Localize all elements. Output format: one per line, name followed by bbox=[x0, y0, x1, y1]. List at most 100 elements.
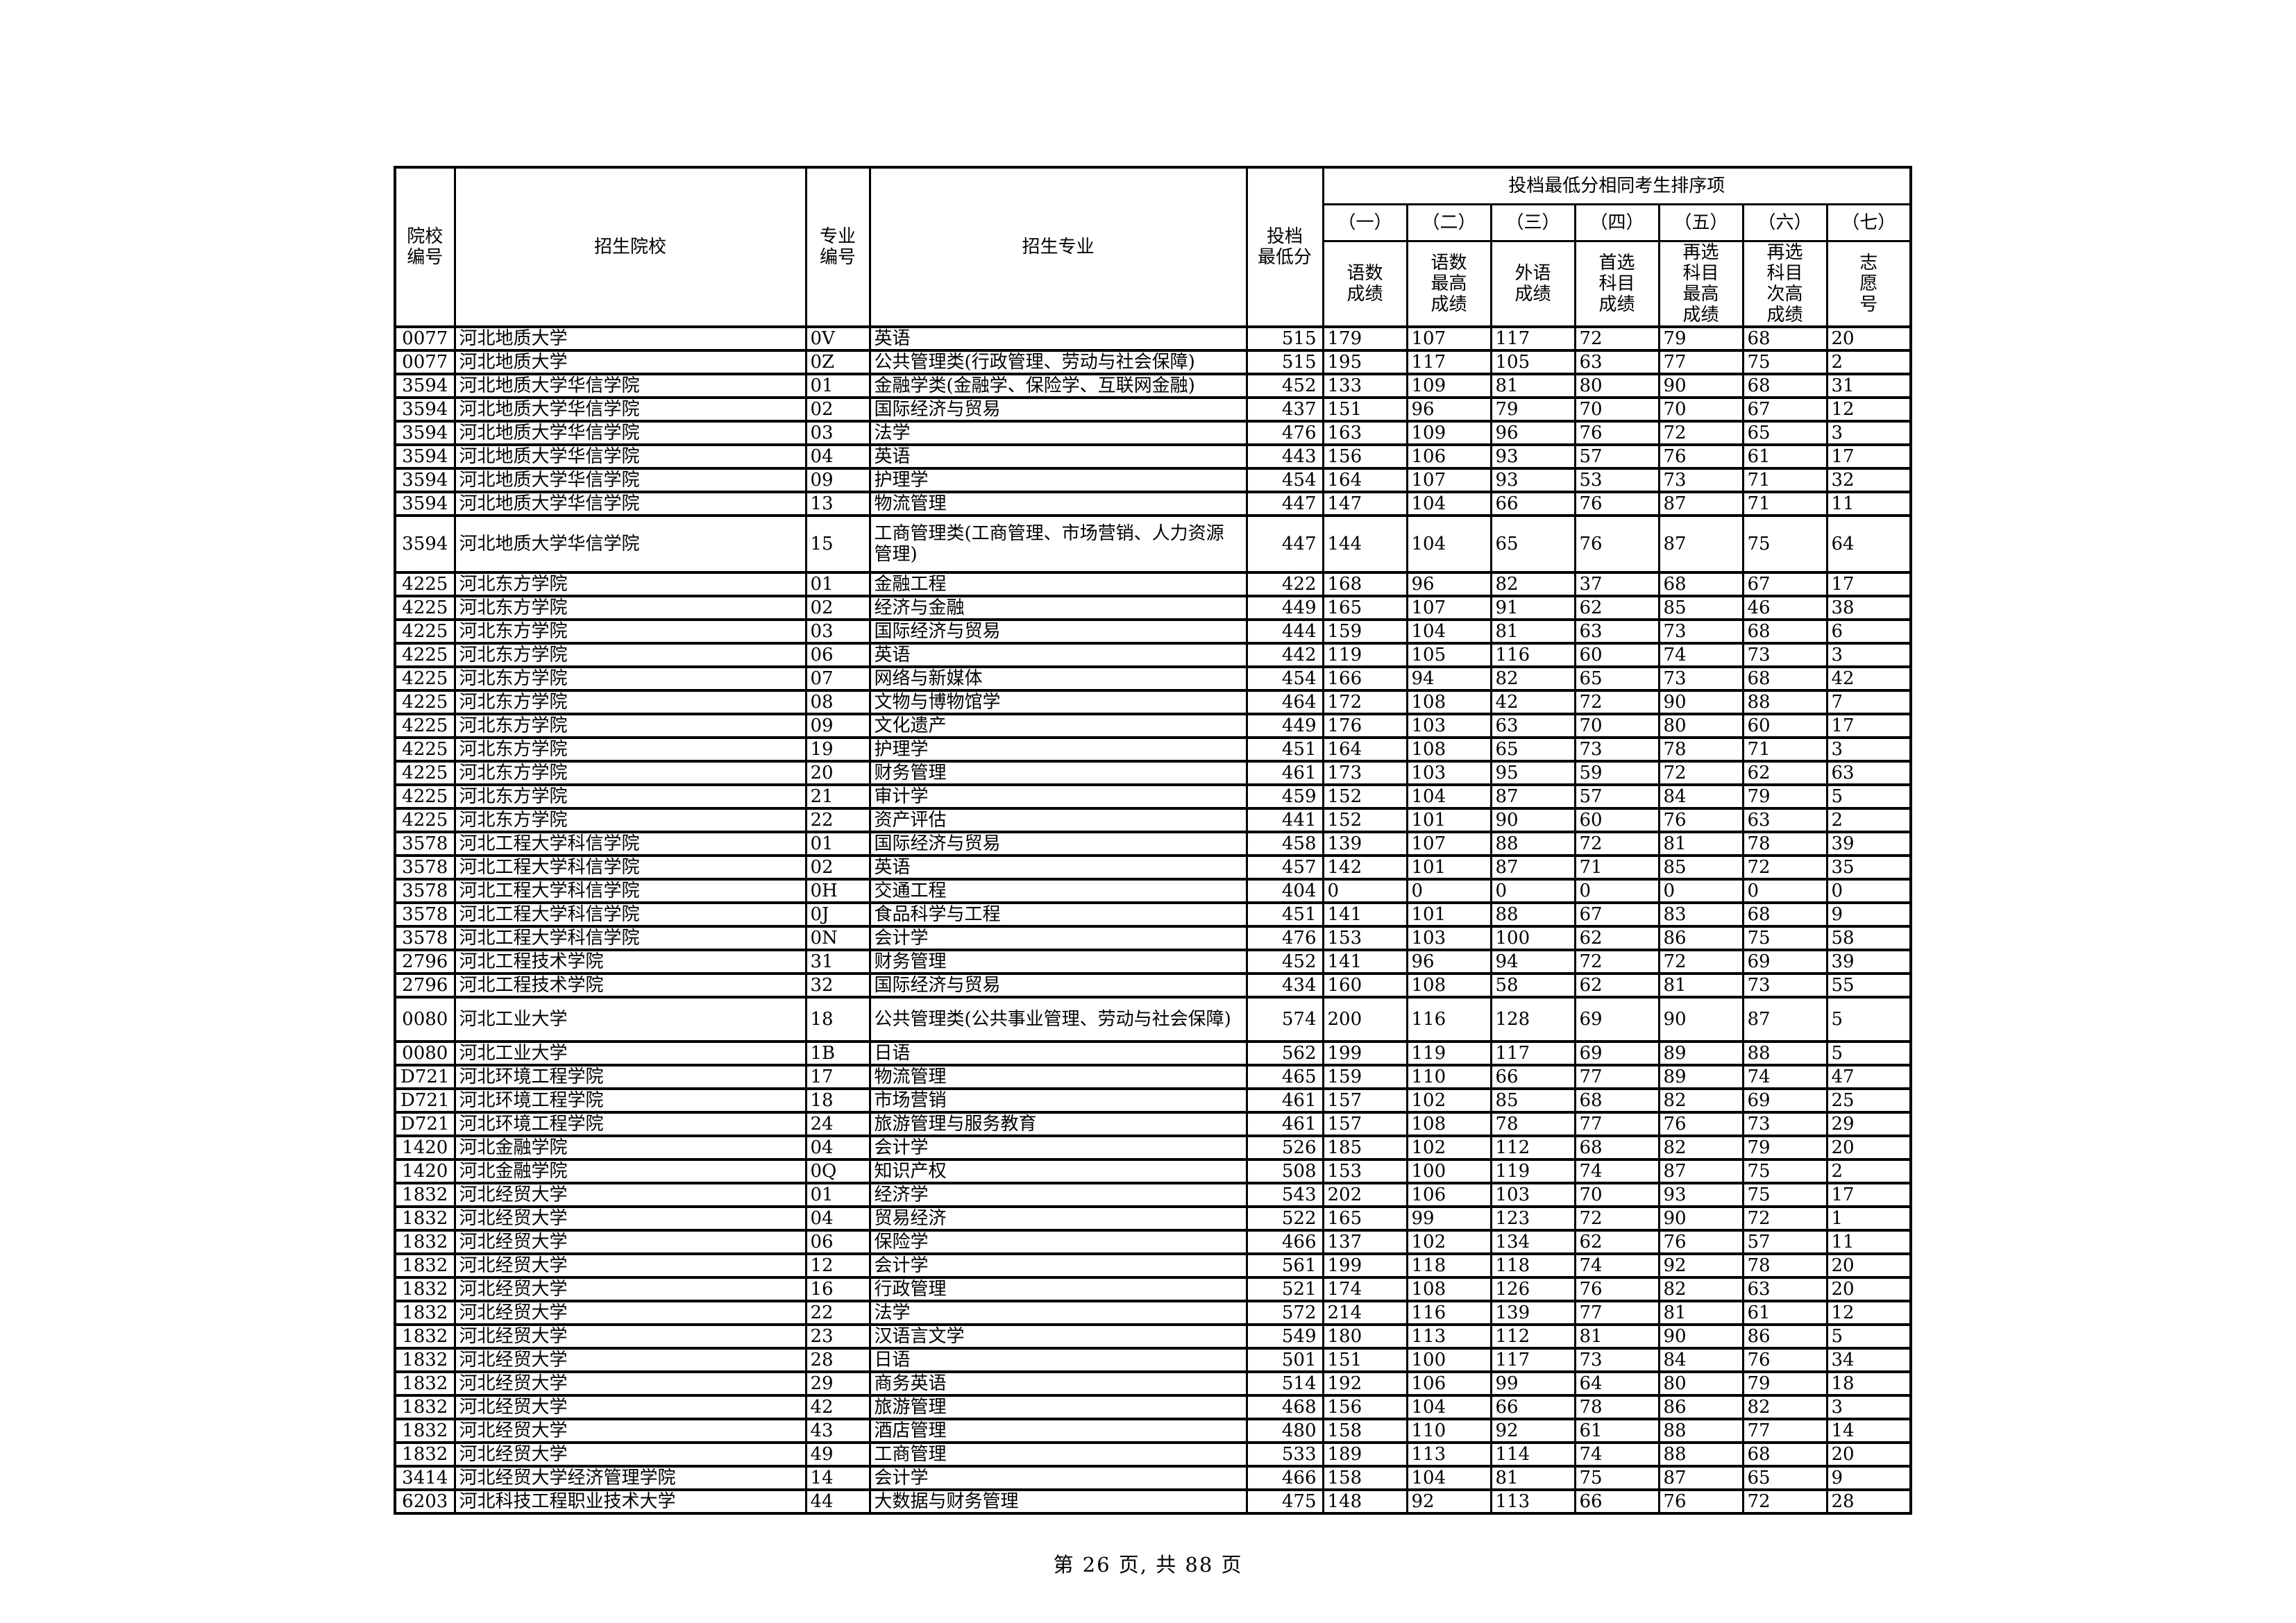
cell-college-name: 河北工程技术学院 bbox=[453, 949, 807, 975]
cell-major-name: 资产评估 bbox=[868, 807, 1248, 833]
cell-sort-5: 87 bbox=[1657, 1465, 1744, 1491]
cell-major-name: 知识产权 bbox=[868, 1158, 1248, 1184]
table-row: 4225 河北东方学院 08 文物与博物馆学 464 172 108 42 72 90 88 7 bbox=[394, 689, 1912, 715]
table-row: 0080 河北工业大学 1B 日语 562 199 119 117 69 89 88 5 bbox=[394, 1040, 1912, 1067]
cell-college-name: 河北地质大学华信学院 bbox=[453, 443, 807, 470]
cell-major-name: 金融工程 bbox=[868, 571, 1248, 597]
cell-sort-2: 94 bbox=[1406, 665, 1492, 692]
cell-college-code: 3594 bbox=[394, 373, 456, 399]
header-row-group: 院校 编号 招生院校 专业 编号 招生专业 投档 最低分 投档最低分相同考生排序… bbox=[394, 166, 1912, 328]
cell-sort-5: 86 bbox=[1657, 925, 1744, 951]
cell-sort-5: 0 bbox=[1657, 878, 1744, 904]
table-row: 3578 河北工程大学科信学院 0N 会计学 476 153 103 100 62 86 75 58 bbox=[394, 925, 1912, 951]
cell-sort-3: 112 bbox=[1489, 1135, 1576, 1161]
table-header: 院校 编号 招生院校 专业 编号 招生专业 投档 最低分 投档最低分相同考生排序… bbox=[394, 166, 1912, 328]
cell-sort-4: 59 bbox=[1573, 760, 1660, 786]
cell-college-name: 河北东方学院 bbox=[453, 736, 807, 763]
cell-sort-2: 100 bbox=[1406, 1347, 1492, 1373]
table-row: 1832 河北经贸大学 43 酒店管理 480 158 110 92 61 88 77 14 bbox=[394, 1418, 1912, 1444]
cell-sort-4: 64 bbox=[1573, 1370, 1660, 1397]
cell-sort-3: 87 bbox=[1489, 783, 1576, 810]
cell-college-code: 3578 bbox=[394, 925, 456, 951]
cell-sort-3: 79 bbox=[1489, 396, 1576, 423]
cell-sort-7: 17 bbox=[1825, 571, 1912, 597]
cell-sort-7: 29 bbox=[1825, 1111, 1912, 1137]
cell-min-score: 461 bbox=[1245, 760, 1324, 786]
cell-sort-6: 75 bbox=[1741, 514, 1828, 574]
cell-sort-7: 31 bbox=[1825, 373, 1912, 399]
cell-college-code: 1832 bbox=[394, 1276, 456, 1302]
cell-sort-5: 90 bbox=[1657, 373, 1744, 399]
cell-sort-3: 134 bbox=[1489, 1229, 1576, 1255]
cell-sort-6: 69 bbox=[1741, 1087, 1828, 1114]
cell-sort-3: 100 bbox=[1489, 925, 1576, 951]
cell-sort-1: 165 bbox=[1322, 1205, 1408, 1232]
cell-sort-2: 118 bbox=[1406, 1252, 1492, 1279]
cell-major-name: 英语 bbox=[868, 642, 1248, 668]
cell-sort-1: 148 bbox=[1322, 1488, 1408, 1515]
header-sort-num-6: （六） bbox=[1741, 203, 1828, 242]
cell-sort-3: 58 bbox=[1489, 972, 1576, 999]
cell-sort-1: 174 bbox=[1322, 1276, 1408, 1302]
cell-sort-4: 73 bbox=[1573, 1347, 1660, 1373]
cell-sort-7: 11 bbox=[1825, 1229, 1912, 1255]
cell-sort-2: 103 bbox=[1406, 760, 1492, 786]
cell-college-name: 河北地质大学华信学院 bbox=[453, 396, 807, 423]
cell-min-score: 475 bbox=[1245, 1488, 1324, 1515]
cell-sort-1: 133 bbox=[1322, 373, 1408, 399]
cell-sort-6: 75 bbox=[1741, 925, 1828, 951]
cell-college-name: 河北地质大学华信学院 bbox=[453, 373, 807, 399]
cell-sort-1: 214 bbox=[1322, 1300, 1408, 1326]
cell-major-name: 旅游管理 bbox=[868, 1394, 1248, 1420]
cell-sort-5: 72 bbox=[1657, 949, 1744, 975]
cell-sort-2: 116 bbox=[1406, 1300, 1492, 1326]
cell-major-code: 07 bbox=[804, 665, 871, 692]
cell-major-code: 0H bbox=[804, 878, 871, 904]
table-row: 4225 河北东方学院 22 资产评估 441 152 101 90 60 76 63 2 bbox=[394, 807, 1912, 833]
cell-sort-5: 87 bbox=[1657, 491, 1744, 517]
cell-sort-6: 68 bbox=[1741, 1441, 1828, 1468]
table-row: 3594 河北地质大学华信学院 15 工商管理类(工商管理、市场营销、人力资源管理) 4… bbox=[394, 514, 1912, 574]
cell-major-code: 01 bbox=[804, 1182, 871, 1208]
table-row: D721 河北环境工程学院 24 旅游管理与服务教育 461 157 108 78 77 76 73… bbox=[394, 1111, 1912, 1137]
cell-min-score: 533 bbox=[1245, 1441, 1324, 1468]
cell-major-code: 43 bbox=[804, 1418, 871, 1444]
cell-sort-5: 76 bbox=[1657, 443, 1744, 470]
cell-major-name: 英语 bbox=[868, 443, 1248, 470]
cell-sort-1: 163 bbox=[1322, 420, 1408, 446]
cell-sort-2: 100 bbox=[1406, 1158, 1492, 1184]
table-row: 3578 河北工程大学科信学院 0J 食品科学与工程 451 141 101 88 67 83 68… bbox=[394, 901, 1912, 928]
cell-sort-4: 78 bbox=[1573, 1394, 1660, 1420]
cell-sort-1: 176 bbox=[1322, 713, 1408, 739]
cell-sort-5: 83 bbox=[1657, 901, 1744, 928]
cell-major-name: 审计学 bbox=[868, 783, 1248, 810]
cell-college-name: 河北金融学院 bbox=[453, 1158, 807, 1184]
cell-sort-3: 96 bbox=[1489, 420, 1576, 446]
cell-sort-1: 164 bbox=[1322, 467, 1408, 493]
header-sort-label-3: 外语 成绩 bbox=[1489, 240, 1576, 328]
cell-sort-1: 156 bbox=[1322, 443, 1408, 470]
cell-min-score: 543 bbox=[1245, 1182, 1324, 1208]
cell-sort-4: 80 bbox=[1573, 373, 1660, 399]
cell-sort-7: 39 bbox=[1825, 949, 1912, 975]
cell-sort-1: 144 bbox=[1322, 514, 1408, 574]
cell-min-score: 434 bbox=[1245, 972, 1324, 999]
cell-sort-1: 159 bbox=[1322, 1064, 1408, 1090]
table-row: 2796 河北工程技术学院 31 财务管理 452 141 96 94 72 72 69 39 bbox=[394, 949, 1912, 975]
cell-major-name: 酒店管理 bbox=[868, 1418, 1248, 1444]
cell-sort-4: 62 bbox=[1573, 972, 1660, 999]
cell-sort-3: 85 bbox=[1489, 1087, 1576, 1114]
cell-min-score: 461 bbox=[1245, 1111, 1324, 1137]
cell-sort-6: 82 bbox=[1741, 1394, 1828, 1420]
cell-sort-2: 108 bbox=[1406, 1276, 1492, 1302]
cell-college-name: 河北经贸大学 bbox=[453, 1418, 807, 1444]
table-row: 4225 河北东方学院 20 财务管理 461 173 103 95 59 72 62 63 bbox=[394, 760, 1912, 786]
cell-sort-3: 82 bbox=[1489, 665, 1576, 692]
cell-sort-6: 75 bbox=[1741, 349, 1828, 375]
cell-major-name: 国际经济与贸易 bbox=[868, 972, 1248, 999]
cell-sort-1: 199 bbox=[1322, 1252, 1408, 1279]
cell-major-code: 08 bbox=[804, 689, 871, 715]
cell-college-name: 河北工程大学科信学院 bbox=[453, 925, 807, 951]
cell-sort-1: 165 bbox=[1322, 595, 1408, 621]
cell-sort-7: 12 bbox=[1825, 1300, 1912, 1326]
